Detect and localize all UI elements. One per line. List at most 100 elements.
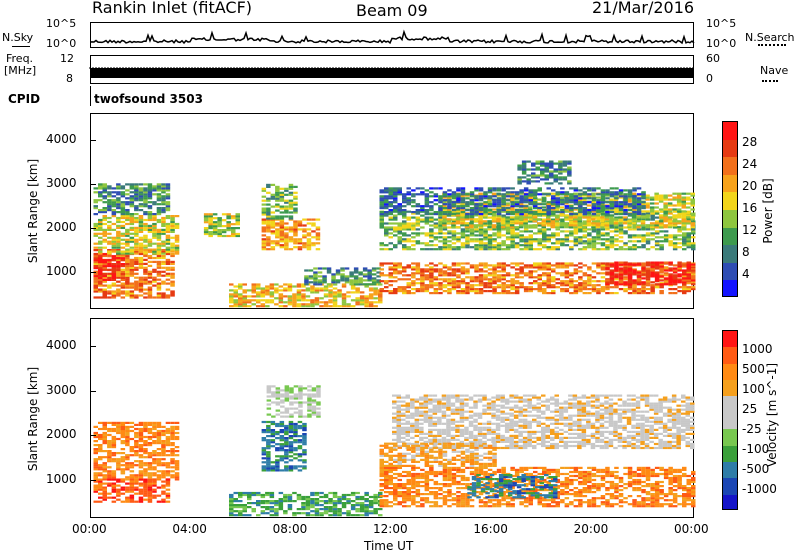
heat-cell <box>517 180 522 183</box>
heat-cell <box>682 240 687 243</box>
heat-cell <box>165 296 171 299</box>
heat-cell <box>102 468 107 471</box>
heat-cell <box>125 258 130 261</box>
heat-cell <box>279 236 285 239</box>
heat-cell <box>411 276 416 279</box>
heat-cell <box>691 246 696 249</box>
heat-cell <box>174 222 180 226</box>
heat-cell <box>165 268 171 271</box>
heat-cell <box>107 226 112 229</box>
heat-cell <box>564 201 570 204</box>
heat-cell <box>623 213 628 216</box>
heat-cell <box>614 283 619 286</box>
heat-cell <box>129 446 135 449</box>
heat-cell <box>672 248 678 251</box>
heat-cell <box>564 214 569 217</box>
heat-cell <box>284 201 289 204</box>
heat-cell <box>306 248 312 251</box>
heat-cell <box>93 213 98 216</box>
heat-cell <box>161 222 166 226</box>
heat-cell <box>297 246 303 249</box>
heat-cell <box>528 272 533 275</box>
heat-cell <box>544 170 549 173</box>
heat-cell <box>116 244 121 247</box>
heat-cell <box>328 295 333 298</box>
heat-cell <box>523 272 529 275</box>
heat-cell <box>420 214 425 217</box>
heat-cell <box>397 240 402 243</box>
heat-cell <box>505 213 511 216</box>
heat-cell <box>546 282 551 285</box>
heat-cell <box>582 187 588 190</box>
heat-cell <box>313 283 318 286</box>
heat-cell <box>143 464 148 467</box>
heat-cell <box>152 189 157 192</box>
heat-cell <box>691 275 696 278</box>
heat-cell <box>492 244 497 247</box>
heat-cell <box>129 282 135 285</box>
beam-label: Beam 09 <box>356 1 428 20</box>
heat-cell <box>147 296 153 299</box>
heat-cell <box>496 236 502 239</box>
heat-cell <box>465 203 470 206</box>
heat-cell <box>672 222 677 225</box>
heat-cell <box>564 270 570 273</box>
heat-cell <box>600 205 606 208</box>
heat-cell <box>288 240 294 243</box>
heat-cell <box>686 198 691 201</box>
heat-cell <box>505 187 511 190</box>
heat-cell <box>691 214 696 217</box>
heat-cell <box>393 268 398 271</box>
heat-cell <box>618 281 624 284</box>
heat-cell <box>134 256 139 260</box>
heat-cell <box>465 228 470 231</box>
heat-cell <box>424 205 430 208</box>
heat-cell <box>388 213 393 216</box>
heat-cell <box>270 220 276 223</box>
heat-cell <box>143 244 148 247</box>
heat-cell <box>641 213 646 216</box>
heat-cell <box>487 198 492 201</box>
heat-cell <box>340 269 345 272</box>
heat-cell <box>143 423 148 426</box>
heat-cell <box>474 238 479 241</box>
heat-cell <box>641 277 646 280</box>
heat-cell <box>623 203 628 206</box>
heat-cell <box>165 222 171 226</box>
heat-cell <box>587 193 592 196</box>
heat-cell <box>469 278 475 281</box>
heat-cell <box>143 189 148 192</box>
heat-cell <box>266 203 271 206</box>
heat-cell <box>293 197 298 200</box>
heat-cell <box>138 284 144 287</box>
heat-cell <box>532 216 537 219</box>
freq-tick-bottom: 8 <box>66 72 73 85</box>
heat-cell <box>266 215 271 218</box>
heat-cell <box>627 228 633 231</box>
heat-cell <box>587 274 592 277</box>
heat-cell <box>98 195 103 198</box>
heat-cell <box>487 240 493 243</box>
heat-cell <box>293 209 298 212</box>
heat-cell <box>98 446 103 449</box>
heat-cell <box>355 301 360 304</box>
heat-cell <box>442 246 448 249</box>
heat-cell <box>393 262 398 265</box>
heat-cell <box>111 238 117 241</box>
heat-cell <box>208 215 213 218</box>
heat-cell <box>93 191 98 194</box>
heat-cell <box>98 272 103 276</box>
heat-cell <box>288 205 294 208</box>
heat-cell <box>582 236 588 239</box>
heat-cell <box>266 244 271 247</box>
heat-cell <box>533 191 538 194</box>
heat-cell <box>564 262 570 265</box>
heat-cell <box>261 189 267 192</box>
heat-cell <box>93 431 98 435</box>
heat-cell <box>478 204 483 207</box>
heat-cell <box>564 216 569 219</box>
heat-cell <box>147 248 153 251</box>
heat-cell <box>600 189 606 192</box>
heat-cell <box>147 274 153 277</box>
heat-cell <box>438 213 443 216</box>
